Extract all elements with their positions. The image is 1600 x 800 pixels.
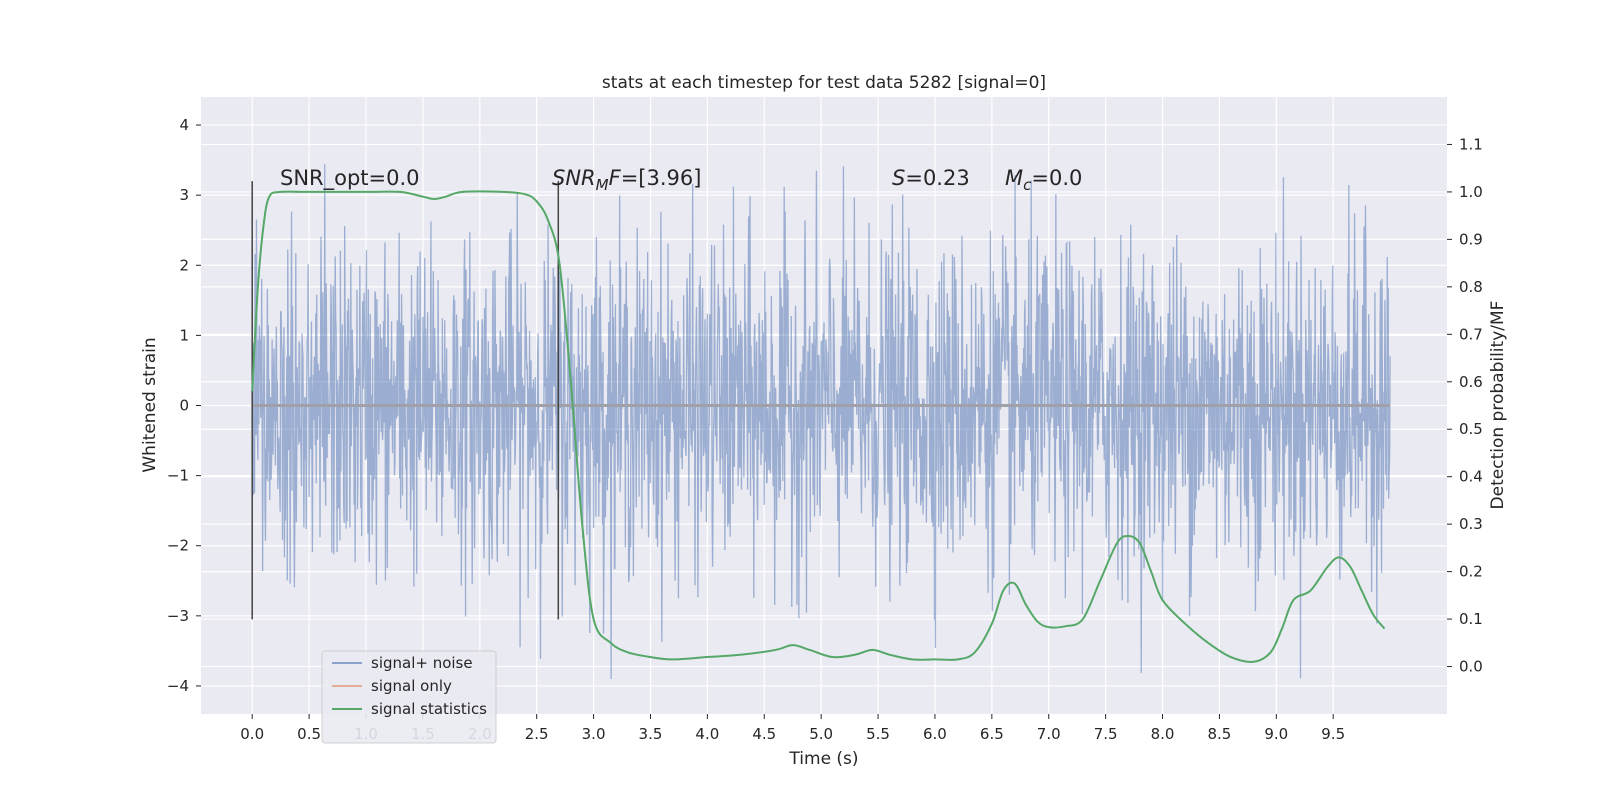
y-left-tick-label: −4 bbox=[167, 677, 189, 695]
annotation-snr-mf-rest: =[3.96] bbox=[621, 166, 702, 190]
legend-label-noise: signal+ noise bbox=[371, 654, 473, 672]
signal-statistics-line bbox=[251, 190, 1386, 663]
x-tick-label: 6.5 bbox=[980, 725, 1004, 743]
y-right-tick-label: 0.8 bbox=[1459, 278, 1483, 296]
y-right-tick-label: 0.0 bbox=[1459, 658, 1483, 676]
x-axis-label: Time (s) bbox=[788, 749, 858, 769]
x-tick-label: 3.5 bbox=[639, 725, 663, 743]
y-axis-left-ticks: −4 −3 −2 −1 0 1 2 3 4 bbox=[167, 116, 201, 695]
y-left-tick-label: 3 bbox=[179, 186, 189, 204]
chart-title: stats at each timestep for test data 528… bbox=[602, 73, 1046, 93]
annotation-snr-opt: SNR_opt=0.0 bbox=[280, 166, 420, 191]
y-right-tick-label: 0.9 bbox=[1459, 230, 1483, 248]
annotation-s-value: =0.23 bbox=[905, 166, 969, 190]
noise-series bbox=[251, 164, 1391, 679]
y-right-tick-label: 0.7 bbox=[1459, 325, 1483, 343]
y-left-tick-label: −3 bbox=[167, 607, 189, 625]
annotation-s-symbol: S bbox=[892, 166, 905, 190]
x-tick-label: 8.0 bbox=[1151, 725, 1175, 743]
y-right-tick-label: 0.6 bbox=[1459, 373, 1483, 391]
annotations: SNR_opt=0.0 SNRMF=[3.96] S=0.23 Mc=0.0 bbox=[280, 166, 1082, 194]
x-tick-label: 6.0 bbox=[923, 725, 947, 743]
y-left-tick-label: 2 bbox=[179, 256, 189, 274]
noise-line bbox=[251, 164, 1391, 679]
annotation-snr-mf: SNRMF=[3.96] bbox=[552, 166, 701, 194]
annotation-mc: Mc=0.0 bbox=[1005, 166, 1082, 194]
y-left-tick-label: 4 bbox=[179, 116, 189, 134]
x-tick-label: 7.0 bbox=[1037, 725, 1061, 743]
y-left-tick-label: 1 bbox=[179, 326, 189, 344]
x-tick-label: 7.5 bbox=[1094, 725, 1118, 743]
annotation-mc-symbol: M bbox=[1005, 166, 1023, 190]
annotation-mc-value: =0.0 bbox=[1031, 166, 1082, 190]
x-tick-label: 4.5 bbox=[752, 725, 776, 743]
y-right-tick-label: 1.0 bbox=[1459, 183, 1483, 201]
x-tick-label: 3.0 bbox=[582, 725, 606, 743]
x-tick-label: 9.0 bbox=[1264, 725, 1288, 743]
legend-label-signal: signal only bbox=[371, 677, 452, 695]
y-axis-right-ticks: 0.0 0.1 0.2 0.3 0.4 0.5 0.6 0.7 0.8 0.9 1.0 1.1 bbox=[1447, 135, 1483, 676]
legend: signal+ noise signal only signal statist… bbox=[321, 650, 497, 744]
annotation-snr-mf-sub: M bbox=[596, 176, 609, 194]
x-tick-label: 0.0 bbox=[240, 725, 264, 743]
legend-box bbox=[321, 650, 497, 744]
x-tick-label: 4.0 bbox=[695, 725, 719, 743]
y-right-tick-label: 0.5 bbox=[1459, 420, 1483, 438]
y-axis-label-left: Whitened strain bbox=[140, 337, 160, 472]
y-right-tick-label: 0.3 bbox=[1459, 515, 1483, 533]
annotation-mc-sub: c bbox=[1023, 176, 1032, 194]
x-tick-label: 8.5 bbox=[1207, 725, 1231, 743]
y-right-tick-label: 1.1 bbox=[1459, 135, 1483, 153]
y-left-tick-label: 0 bbox=[179, 397, 189, 415]
annotation-snr-mf-base: SNR bbox=[552, 166, 596, 190]
y-right-tick-label: 0.1 bbox=[1459, 610, 1483, 628]
annotation-s: S=0.23 bbox=[892, 166, 970, 190]
x-tick-label: 5.0 bbox=[809, 725, 833, 743]
legend-label-statistics: signal statistics bbox=[371, 700, 487, 718]
y-left-tick-label: −1 bbox=[167, 467, 189, 485]
x-tick-label: 2.5 bbox=[525, 725, 549, 743]
x-tick-label: 0.5 bbox=[297, 725, 321, 743]
annotation-snr-mf-mid: F bbox=[609, 166, 622, 190]
signal-statistics-series bbox=[251, 190, 1386, 663]
x-tick-label: 9.5 bbox=[1321, 725, 1345, 743]
y-right-tick-label: 0.4 bbox=[1459, 468, 1483, 486]
x-tick-label: 5.5 bbox=[866, 725, 890, 743]
y-axis-label-right: Detection probability/MF bbox=[1488, 301, 1508, 510]
y-right-tick-label: 0.2 bbox=[1459, 563, 1483, 581]
y-left-tick-label: −2 bbox=[167, 537, 189, 555]
